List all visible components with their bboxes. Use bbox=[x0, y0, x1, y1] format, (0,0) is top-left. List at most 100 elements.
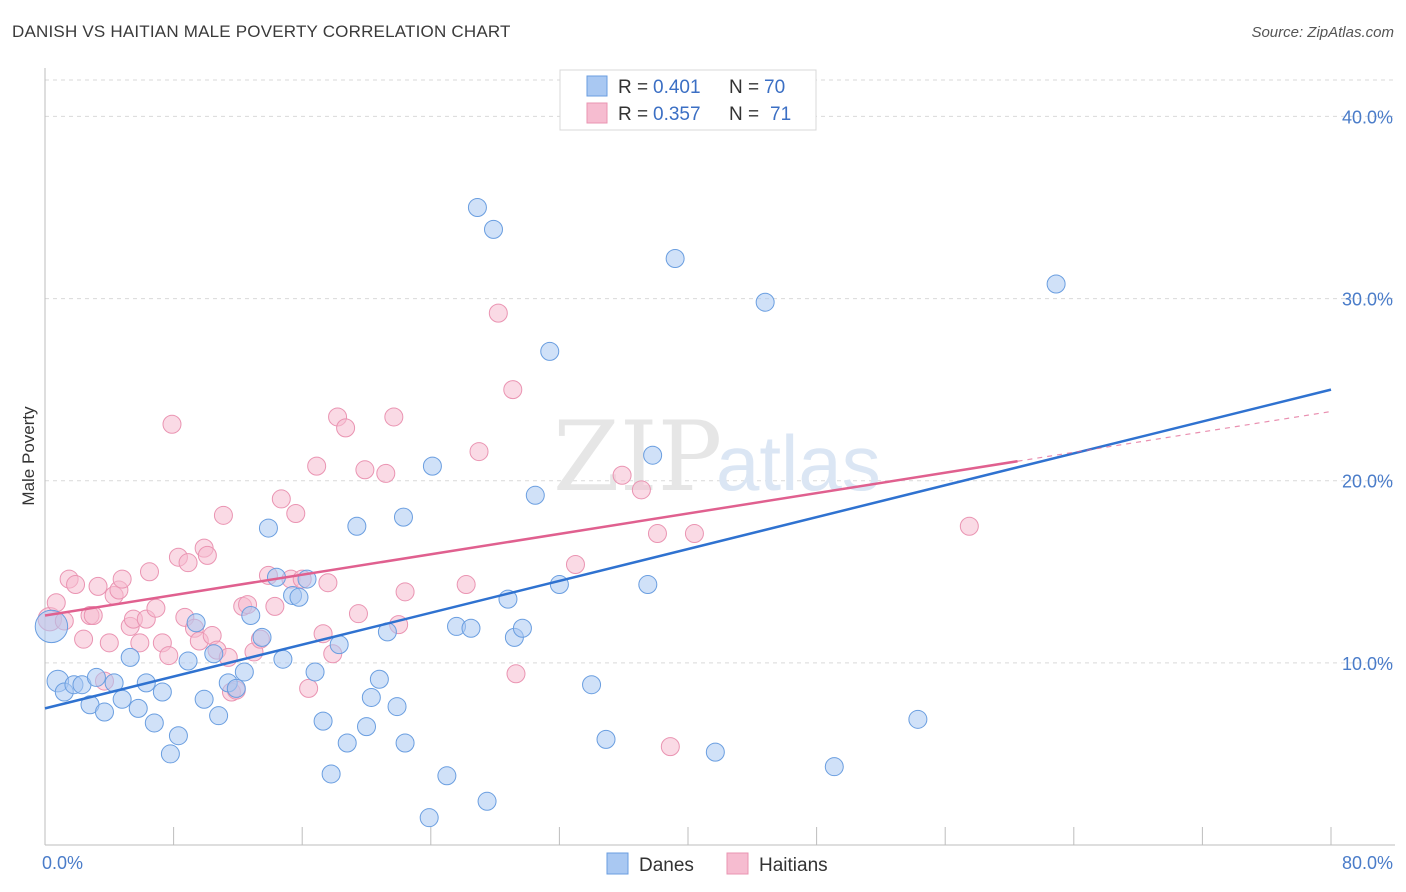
trend-line-haitians-extension bbox=[1017, 410, 1332, 462]
haitian-point-63 bbox=[506, 664, 526, 684]
axes bbox=[44, 68, 1395, 846]
haitian-point-19 bbox=[146, 598, 166, 618]
haitian-point-53 bbox=[348, 604, 368, 624]
haitian-point-55 bbox=[376, 463, 396, 483]
haitian-point-22 bbox=[162, 414, 182, 434]
haitian-point-60 bbox=[469, 442, 489, 462]
haitian-point-67 bbox=[647, 524, 667, 544]
bottom-legend-label-haitians: Haitians bbox=[759, 855, 828, 876]
y-tick-label-10: 10.0% bbox=[1342, 654, 1393, 674]
dane-point-33 bbox=[305, 662, 325, 682]
haitian-point-18 bbox=[139, 562, 159, 582]
bottom-legend-label-danes: Danes bbox=[639, 855, 694, 876]
dane-point-16 bbox=[168, 726, 188, 746]
dane-point-19 bbox=[194, 689, 214, 709]
dane-point-21 bbox=[209, 706, 229, 726]
trend-line-haitians bbox=[44, 459, 1018, 617]
dane-point-60 bbox=[582, 675, 602, 695]
haitian-point-13 bbox=[112, 569, 132, 589]
trend-line-danes bbox=[44, 388, 1332, 710]
dane-point-41 bbox=[369, 669, 389, 689]
dane-point-14 bbox=[152, 682, 172, 702]
dane-point-48 bbox=[437, 766, 457, 786]
dane-point-18 bbox=[186, 613, 206, 633]
haitian-point-64 bbox=[565, 555, 585, 574]
legend-r-label-haitians: R = bbox=[618, 104, 648, 125]
danes-points bbox=[34, 198, 1066, 828]
dane-point-38 bbox=[347, 516, 367, 536]
haitian-point-29 bbox=[197, 545, 217, 565]
x-tick-label-max: 80.0% bbox=[1342, 853, 1393, 873]
dane-point-65 bbox=[705, 742, 725, 762]
dane-point-53 bbox=[483, 219, 503, 239]
haitian-point-59 bbox=[456, 575, 476, 595]
haitian-point-42 bbox=[271, 489, 291, 509]
watermark-atlas: atlas bbox=[716, 419, 881, 507]
dane-point-31 bbox=[289, 587, 309, 607]
haitian-point-65 bbox=[612, 465, 632, 485]
haitian-point-5 bbox=[74, 629, 94, 649]
haitian-point-8 bbox=[88, 576, 108, 596]
dane-point-63 bbox=[643, 445, 663, 465]
bottom-legend: Danes Haitians bbox=[606, 852, 828, 876]
dane-point-7 bbox=[94, 702, 114, 722]
dane-point-13 bbox=[144, 713, 164, 733]
dane-point-0 bbox=[34, 609, 69, 644]
legend-n-value-danes: 70 bbox=[764, 77, 785, 98]
haitian-point-61 bbox=[488, 303, 508, 323]
dane-point-43 bbox=[387, 697, 407, 717]
legend: R = 0.401 N = 70 R = 0.357 N = 71 bbox=[559, 69, 817, 131]
dane-point-40 bbox=[361, 687, 381, 707]
dane-point-68 bbox=[908, 709, 928, 729]
dane-point-20 bbox=[204, 644, 224, 664]
dane-point-11 bbox=[128, 698, 148, 718]
dane-point-25 bbox=[241, 606, 261, 625]
source-credit: Source: ZipAtlas.com bbox=[1251, 24, 1394, 41]
dane-point-15 bbox=[160, 744, 180, 764]
legend-n-value-haitians: 71 bbox=[770, 104, 791, 125]
dane-point-51 bbox=[467, 198, 487, 217]
haitian-point-68 bbox=[660, 737, 680, 757]
dane-point-26 bbox=[252, 627, 272, 647]
haitian-point-44 bbox=[286, 504, 306, 523]
dane-point-44 bbox=[393, 507, 413, 527]
dane-point-36 bbox=[329, 635, 349, 655]
haitian-point-25 bbox=[178, 553, 198, 573]
haitian-point-58 bbox=[395, 582, 415, 602]
x-tick-label-min: 0.0% bbox=[42, 853, 83, 873]
legend-n-label-haitians: N = bbox=[729, 104, 759, 125]
y-axis-label: Male Poverty bbox=[19, 406, 38, 506]
dane-point-45 bbox=[395, 733, 415, 753]
haitian-point-66 bbox=[631, 480, 651, 500]
haitian-point-49 bbox=[318, 573, 338, 593]
dane-point-64 bbox=[665, 249, 685, 268]
dane-point-6 bbox=[86, 667, 106, 687]
haitian-point-70 bbox=[959, 516, 979, 536]
y-tick-label-40: 40.0% bbox=[1342, 107, 1393, 127]
dane-point-50 bbox=[461, 618, 481, 638]
dane-point-24 bbox=[234, 662, 254, 682]
dane-point-27 bbox=[258, 518, 278, 538]
dane-point-37 bbox=[337, 733, 357, 753]
dane-point-34 bbox=[313, 711, 333, 731]
legend-n-label-danes: N = bbox=[729, 77, 759, 98]
haitian-point-16 bbox=[130, 633, 150, 653]
y-tick-label-30: 30.0% bbox=[1342, 290, 1393, 310]
dane-point-66 bbox=[755, 292, 775, 312]
dane-point-62 bbox=[638, 575, 658, 595]
haitian-point-47 bbox=[307, 456, 327, 476]
haitian-point-52 bbox=[336, 418, 356, 438]
haitian-point-56 bbox=[384, 407, 404, 427]
trend-lines bbox=[44, 388, 1332, 710]
haitian-point-21 bbox=[159, 646, 179, 666]
legend-r-value-danes: 0.401 bbox=[653, 77, 701, 98]
legend-swatch-danes bbox=[586, 75, 608, 97]
dane-point-57 bbox=[525, 485, 545, 505]
haitians-points bbox=[37, 303, 979, 757]
haitian-point-62 bbox=[503, 380, 523, 400]
y-tick-label-20: 20.0% bbox=[1342, 472, 1393, 492]
haitian-point-32 bbox=[213, 505, 233, 525]
dane-point-61 bbox=[596, 729, 616, 749]
haitian-point-46 bbox=[299, 678, 319, 698]
